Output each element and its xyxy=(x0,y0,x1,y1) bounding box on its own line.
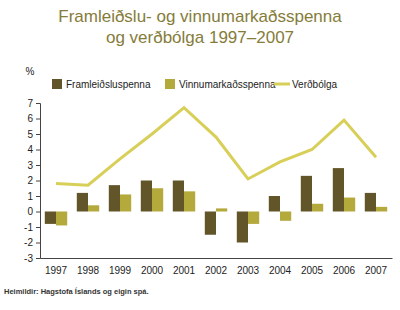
bar xyxy=(56,212,67,226)
x-tick: 2002 xyxy=(205,258,228,276)
legend-label: Vinnumarkaðsspenna xyxy=(179,79,276,90)
legend: Framleiðsluspenna Vinnumarkaðsspenna Verðb… xyxy=(52,79,337,90)
x-tick-label: 2000 xyxy=(141,265,164,276)
x-tick-label: 2004 xyxy=(269,265,292,276)
x-tick: 2000 xyxy=(141,258,164,276)
y-tick-label: 3 xyxy=(27,160,33,171)
bar xyxy=(152,188,163,211)
y-tick: 4 xyxy=(27,144,40,155)
bar xyxy=(205,212,216,235)
title: Framleiðslu- og vinnumarkaðsspennaog ver… xyxy=(58,7,342,47)
x-tick-label: 1998 xyxy=(77,265,100,276)
x-tick-label: 1999 xyxy=(109,265,132,276)
x-tick: 1997 xyxy=(45,258,68,276)
y-tick-label: 7 xyxy=(27,98,33,109)
bar xyxy=(88,205,99,211)
y-tick: -1 xyxy=(24,222,40,233)
y-tick-label: 6 xyxy=(27,113,33,124)
bar xyxy=(237,212,248,243)
marks xyxy=(45,108,387,243)
y-tick-mark xyxy=(36,227,40,228)
y-tick-mark xyxy=(36,103,40,104)
x-tick: 2003 xyxy=(237,258,260,276)
y-tick: -2 xyxy=(24,237,40,248)
bar xyxy=(301,176,312,212)
x-tick: 1998 xyxy=(77,258,100,276)
x-tick-label: 2006 xyxy=(333,265,356,276)
x-tick-label: 2002 xyxy=(205,265,228,276)
y-tick: 1 xyxy=(27,191,40,202)
y-tick-label: 2 xyxy=(27,175,33,186)
y-tick-label: 5 xyxy=(27,129,33,140)
plot: -3 -2 -1 0 1 2 3 4 5 6 7 1997 1998 1999 2000 2001 2002 20… xyxy=(24,98,392,276)
bar xyxy=(312,204,323,212)
y-tick-label: 4 xyxy=(27,144,33,155)
bar xyxy=(376,207,387,212)
x-tick-label: 2001 xyxy=(173,265,196,276)
y-tick-mark xyxy=(36,119,40,120)
y-tick: 3 xyxy=(27,160,40,171)
y-tick-label: 0 xyxy=(27,206,33,217)
x-tick-label: 2007 xyxy=(365,265,388,276)
bar xyxy=(269,196,280,212)
y-tick-label: -2 xyxy=(24,237,33,248)
source: Heimildir: Hagstofa Íslands og eigin spá… xyxy=(4,287,149,296)
legend-swatch xyxy=(52,79,62,89)
bar xyxy=(248,212,259,224)
bar xyxy=(333,168,344,211)
bar xyxy=(120,194,131,211)
y-tick-label: -3 xyxy=(24,253,33,264)
x-tick-label: 1997 xyxy=(45,265,68,276)
bar xyxy=(173,181,184,212)
chart: Framleiðslu- og vinnumarkaðsspennaog ver… xyxy=(0,0,400,310)
y-axis: -3 -2 -1 0 1 2 3 4 5 6 7 xyxy=(24,98,40,264)
y-tick: 6 xyxy=(27,113,40,124)
x-axis-line xyxy=(41,258,393,259)
bar-series xyxy=(56,188,387,225)
bar xyxy=(109,185,120,211)
y-tick-mark xyxy=(36,258,40,259)
legend-swatch xyxy=(274,83,290,86)
x-tick: 2007 xyxy=(365,258,388,276)
y-axis-title: % xyxy=(26,66,35,77)
bar xyxy=(365,193,376,212)
y-tick-mark xyxy=(36,150,40,151)
y-tick: 2 xyxy=(27,175,40,186)
x-tick: 2001 xyxy=(173,258,196,276)
bar xyxy=(77,193,88,212)
y-tick: 5 xyxy=(27,129,40,140)
x-tick: 1999 xyxy=(109,258,132,276)
x-tick-label: 2003 xyxy=(237,265,260,276)
y-tick-mark xyxy=(36,212,40,213)
y-tick-label: 1 xyxy=(27,191,33,202)
legend-label: Framleiðsluspenna xyxy=(66,79,151,90)
x-tick: 2005 xyxy=(301,258,324,276)
y-tick-mark xyxy=(36,181,40,182)
y-axis-line xyxy=(36,104,41,259)
y-tick-mark xyxy=(36,165,40,166)
y-tick-mark xyxy=(36,243,40,244)
y-tick-mark xyxy=(36,196,40,197)
bar xyxy=(344,198,355,212)
bar xyxy=(141,181,152,212)
bar xyxy=(280,212,291,221)
line xyxy=(56,108,376,185)
y-tick-mark xyxy=(36,134,40,135)
y-tick-label: -1 xyxy=(24,222,33,233)
y-tick: -3 xyxy=(24,253,40,264)
x-tick: 2006 xyxy=(333,258,356,276)
bar xyxy=(45,212,56,224)
bar xyxy=(216,208,227,211)
legend-label: Verðbólga xyxy=(292,79,337,90)
x-tick-label: 2005 xyxy=(301,265,324,276)
y-tick: 0 xyxy=(27,206,40,217)
legend-swatch xyxy=(165,79,175,89)
x-tick: 2004 xyxy=(269,258,292,276)
x-axis: 1997 1998 1999 2000 2001 2002 2003 2004 2005 2006… xyxy=(41,258,393,276)
y-tick: 7 xyxy=(27,98,40,109)
bar xyxy=(184,191,195,211)
